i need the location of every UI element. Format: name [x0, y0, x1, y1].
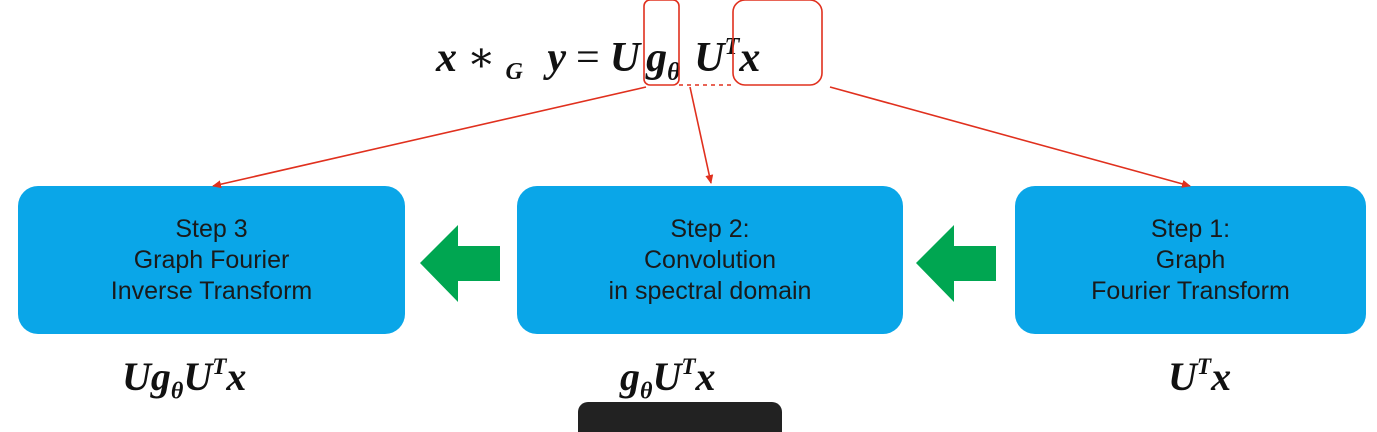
formula-star-operator: ∗ [467, 35, 496, 81]
flow-arrow-left-icon [916, 225, 996, 302]
step3-line3: Inverse Transform [110, 276, 313, 305]
step2-result-ut: U [652, 354, 682, 399]
step3-result-theta: θ [170, 378, 184, 405]
step1-result-t: T [1196, 353, 1212, 380]
formula-y: y [547, 35, 567, 81]
tooltip-tab [578, 402, 782, 432]
step2-title: Step 2: [670, 214, 750, 243]
step2-box: Step 2: Convolution in spectral domain [517, 186, 903, 334]
step3-result-t: T [212, 353, 227, 380]
step3-result-ut: U [183, 354, 213, 399]
step1-line2: Graph [1155, 245, 1226, 274]
flow-arrow-left-icon [420, 225, 500, 302]
step2-result-g: g [620, 354, 640, 399]
step2-result-theta: θ [640, 378, 653, 405]
step1-result-x: x [1211, 354, 1232, 399]
step3-result: UgθUTx [122, 352, 246, 416]
step3-result-x: x [226, 354, 247, 399]
formula-term-g: g [646, 35, 668, 81]
pointer-arrow-to-step2 [689, 86, 714, 184]
step3-result-u: U [122, 354, 151, 399]
formula-equals: = [576, 35, 600, 81]
step2-result-t: T [681, 353, 696, 380]
step2-result-x: x [695, 354, 716, 399]
formula-term-u: U [609, 35, 641, 81]
step3-box: Step 3 Graph Fourier Inverse Transform [18, 186, 405, 334]
step1-box: Step 1: Graph Fourier Transform [1015, 186, 1366, 334]
formula-superscript-t: T [724, 32, 740, 60]
step1-result-ut: U [1168, 354, 1197, 399]
step2-line3: in spectral domain [608, 276, 812, 305]
formula-subscript-g: G [505, 59, 523, 85]
step2-result: gθUTx [620, 352, 716, 416]
step2-line2: Convolution [643, 245, 777, 274]
step1-title: Step 1: [1150, 214, 1231, 243]
highlight-frame-ut-x [732, 0, 823, 86]
step3-result-g: g [150, 354, 171, 399]
formula-term-x: x [739, 35, 761, 81]
formula-x: x [436, 35, 457, 81]
formula-subscript-theta: θ [667, 58, 681, 86]
step1-result: UTx [1168, 352, 1231, 402]
step3-title: Step 3 [175, 214, 248, 243]
diagram-connectors [212, 0, 1191, 302]
step3-line2: Graph Fourier [133, 245, 290, 274]
formula-term-u-transpose: U [694, 35, 725, 81]
step1-line3: Fourier Transform [1091, 276, 1290, 305]
pointer-arrow-to-step1 [829, 86, 1191, 188]
highlight-frame-u [643, 0, 680, 86]
pointer-arrow-to-step3 [212, 86, 647, 189]
